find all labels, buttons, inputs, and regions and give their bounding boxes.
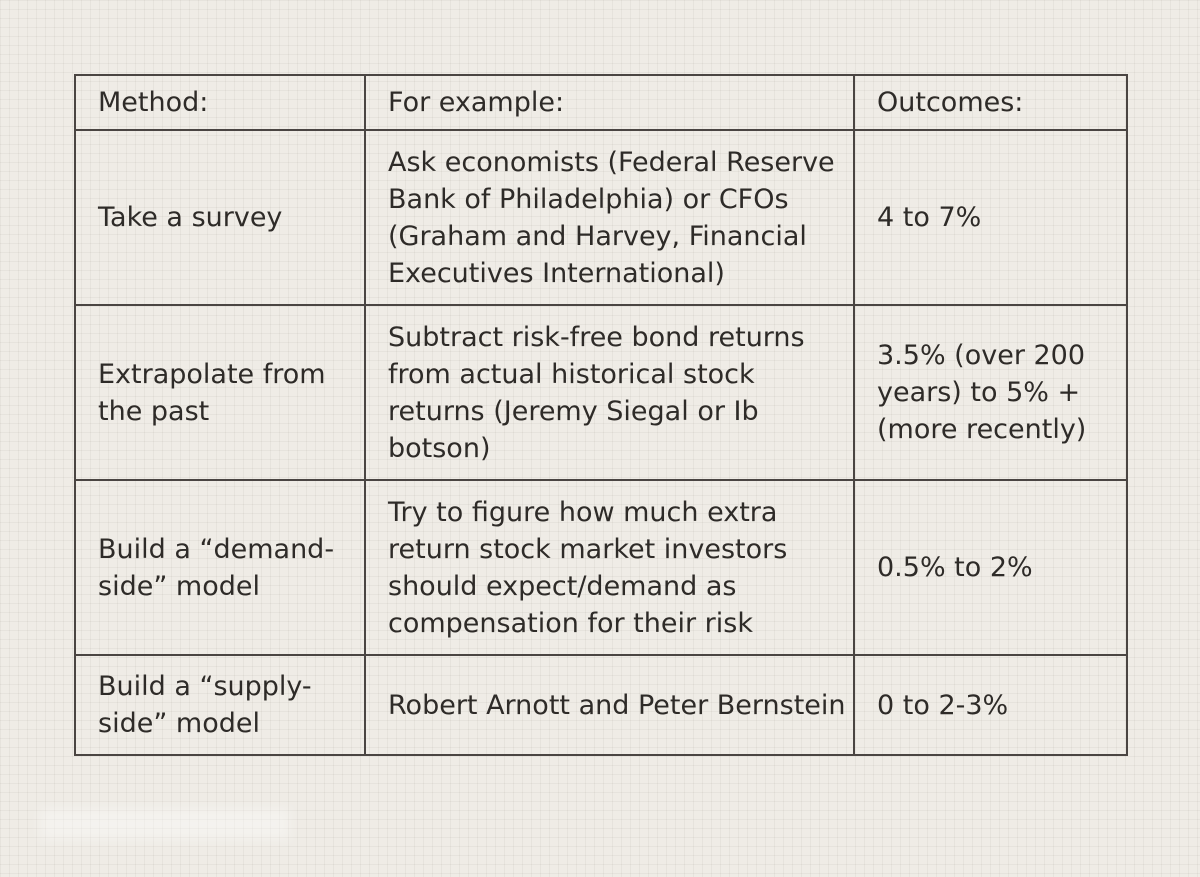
- table-row: Take a survey Ask economists (Federal Re…: [74, 129, 1128, 306]
- outcome-cell: 0 to 2-3%: [853, 654, 1128, 756]
- header-example: For example:: [364, 74, 855, 131]
- example-cell: Robert Arnott and Peter Bernstein: [364, 654, 855, 756]
- outcome-cell: 3.5% (over 200 years) to 5% + (more rece…: [853, 304, 1128, 481]
- example-cell: Try to figure how much extra return stoc…: [364, 479, 855, 656]
- methods-table: Method: For example: Outcomes: Take a su…: [74, 74, 1128, 756]
- method-cell: Take a survey: [74, 129, 366, 306]
- outcome-cell: 4 to 7%: [853, 129, 1128, 306]
- example-cell: Subtract risk-free bond returns from act…: [364, 304, 855, 481]
- method-cell: Build a “supply-side” model: [74, 654, 366, 756]
- header-outcome: Outcomes:: [853, 74, 1128, 131]
- background-smudge: [40, 808, 290, 840]
- header-method: Method:: [74, 74, 366, 131]
- table-row: Build a “supply-side” model Robert Arnot…: [74, 654, 1128, 756]
- table-row: Build a “demand-side” model Try to figur…: [74, 479, 1128, 656]
- method-cell: Build a “demand-side” model: [74, 479, 366, 656]
- table-header-row: Method: For example: Outcomes:: [74, 74, 1128, 131]
- table-row: Extrapolate from the past Subtract risk-…: [74, 304, 1128, 481]
- method-cell: Extrapolate from the past: [74, 304, 366, 481]
- outcome-cell: 0.5% to 2%: [853, 479, 1128, 656]
- example-cell: Ask economists (Federal Reserve Bank of …: [364, 129, 855, 306]
